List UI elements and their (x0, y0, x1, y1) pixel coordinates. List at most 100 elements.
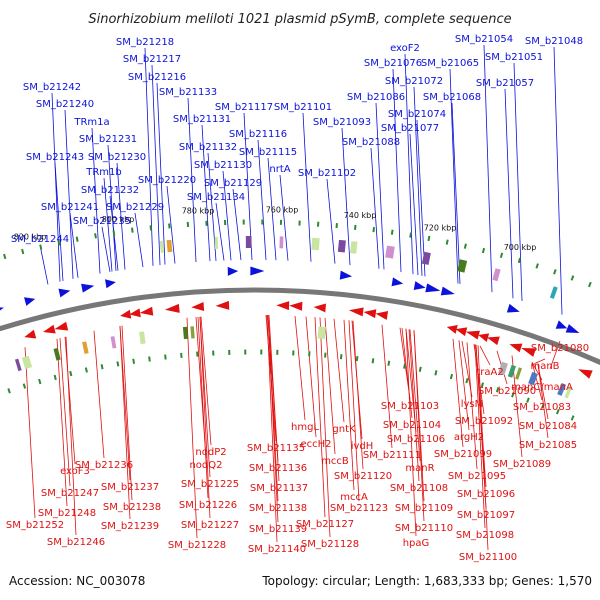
function-block (385, 245, 395, 259)
gene-label-forward: SM_b21232 (81, 185, 139, 196)
gene-label-reverse: SM_b21237 (101, 482, 159, 493)
tick-mark (112, 230, 116, 236)
tick-mark (38, 378, 42, 385)
forward-gene-arrow (440, 286, 455, 296)
gene-label-reverse: ivdH (351, 441, 374, 452)
tick-mark (480, 382, 485, 388)
gene-label-forward: SM_b21229 (106, 202, 164, 213)
forward-gene-arrow (105, 279, 116, 289)
tick-mark (335, 223, 338, 229)
gene-label-reverse: SM_b21097 (457, 510, 515, 521)
tick-mark (495, 387, 500, 393)
forward-gene-arrow (506, 303, 520, 313)
forward-gene-arrow (227, 266, 239, 276)
leader-line (409, 133, 419, 276)
tick-label: 780 kbp (182, 207, 215, 216)
leader-line (243, 112, 253, 261)
reverse-gene-arrow (446, 325, 458, 334)
gene-label-forward: SM_b21243 (26, 152, 84, 163)
gene-label-forward: SM_b21093 (313, 117, 371, 128)
gene-label-forward: SM_b21086 (347, 92, 405, 103)
leader-line (215, 202, 225, 261)
gene-label-forward: SM_b21116 (229, 129, 287, 140)
tick-mark (132, 358, 136, 364)
gene-label-forward: SM_b21051 (485, 52, 543, 63)
gene-label-reverse: SM_b21100 (459, 552, 517, 563)
gene-label-forward: SM_b21134 (187, 192, 245, 203)
function-block (498, 361, 508, 376)
leader-line (279, 174, 289, 261)
gene-label-forward: SM_b21240 (36, 99, 94, 110)
tick-mark (570, 275, 575, 281)
tick-mark (164, 354, 167, 360)
gene-label-reverse: lysM (461, 399, 484, 410)
gene-label-reverse: argH2 (454, 432, 484, 443)
gene-label-reverse: SM_b21123 (330, 503, 388, 514)
tick-mark (517, 257, 522, 264)
leader-line (257, 139, 267, 261)
tick-mark (180, 352, 183, 358)
tick-mark (403, 363, 407, 369)
tick-mark (555, 409, 560, 415)
forward-gene-arrow (81, 283, 95, 293)
gene-label-forward: SM_b21131 (173, 114, 231, 125)
reverse-gene-arrow (348, 307, 364, 317)
tick-mark (308, 351, 311, 357)
leader-line (405, 328, 417, 537)
gene-label-reverse: manB (530, 361, 559, 372)
leader-line (268, 315, 280, 482)
tick-mark (570, 415, 575, 421)
leader-line (466, 342, 478, 470)
gene-label-reverse: SM_b21136 (249, 463, 307, 474)
gene-label-forward: TRm1b (85, 167, 122, 178)
forward-gene-arrow (565, 324, 580, 334)
function-block (166, 239, 173, 253)
tick-label: 760 kbp (266, 205, 299, 214)
tick-mark (116, 361, 120, 367)
tick-mark (186, 221, 190, 227)
function-block (564, 386, 573, 399)
reverse-gene-arrow (139, 306, 154, 316)
function-block (421, 251, 431, 265)
tick-mark (324, 352, 327, 358)
gene-label-forward: SM_b21117 (215, 102, 273, 113)
reverse-gene-arrow (465, 330, 480, 340)
function-block (507, 364, 516, 378)
summary-text: Topology: circular; Length: 1,683,333 bp… (261, 574, 592, 588)
gene-label-forward: SM_b21072 (385, 76, 443, 87)
tick-mark (69, 370, 73, 377)
gene-label-reverse: SM_b21246 (47, 537, 105, 548)
gene-label-reverse: SM_b21252 (6, 520, 64, 531)
gene-label-reverse: SM_b21120 (334, 471, 392, 482)
tick-mark (205, 220, 208, 226)
reverse-gene-arrow (521, 348, 537, 357)
gene-label-forward: SM_b21068 (423, 92, 481, 103)
leader-line (413, 86, 423, 276)
gene-label-reverse: SM_b21090 (478, 386, 536, 397)
leader-line (134, 212, 144, 268)
leader-line (201, 124, 211, 262)
leader-line (477, 345, 489, 551)
leader-line (452, 338, 464, 448)
leader-line (65, 336, 77, 536)
reverse-gene-arrow (43, 324, 56, 334)
leader-line (54, 162, 64, 281)
gene-label-reverse: SM_b21226 (179, 500, 237, 511)
gene-label-reverse: SM_b21128 (301, 539, 359, 550)
tick-mark (224, 219, 227, 226)
leader-line (381, 324, 393, 449)
tick-mark (354, 224, 357, 231)
map-title: Sinorhizobium meliloti 1021 plasmid pSym… (88, 12, 511, 27)
gene-label-forward: SM_b21235 (73, 216, 131, 227)
gene-label-reverse: exoF3 (60, 466, 90, 477)
leader-line (187, 97, 197, 262)
gene-label-layer: SM_b21218 SM_b21217 SM_b21216 SM_b21242 SM_b… (6, 34, 589, 563)
gene-label-forward: SM_b21102 (298, 168, 356, 179)
gene-label-forward: SM_b21129 (204, 178, 262, 189)
function-block (214, 236, 219, 249)
function-block (457, 259, 468, 273)
leader-line (504, 88, 514, 299)
gene-label-reverse: SM_b21099 (434, 449, 492, 460)
reverse-gene-arrow (164, 303, 180, 313)
leader-line (197, 316, 209, 499)
